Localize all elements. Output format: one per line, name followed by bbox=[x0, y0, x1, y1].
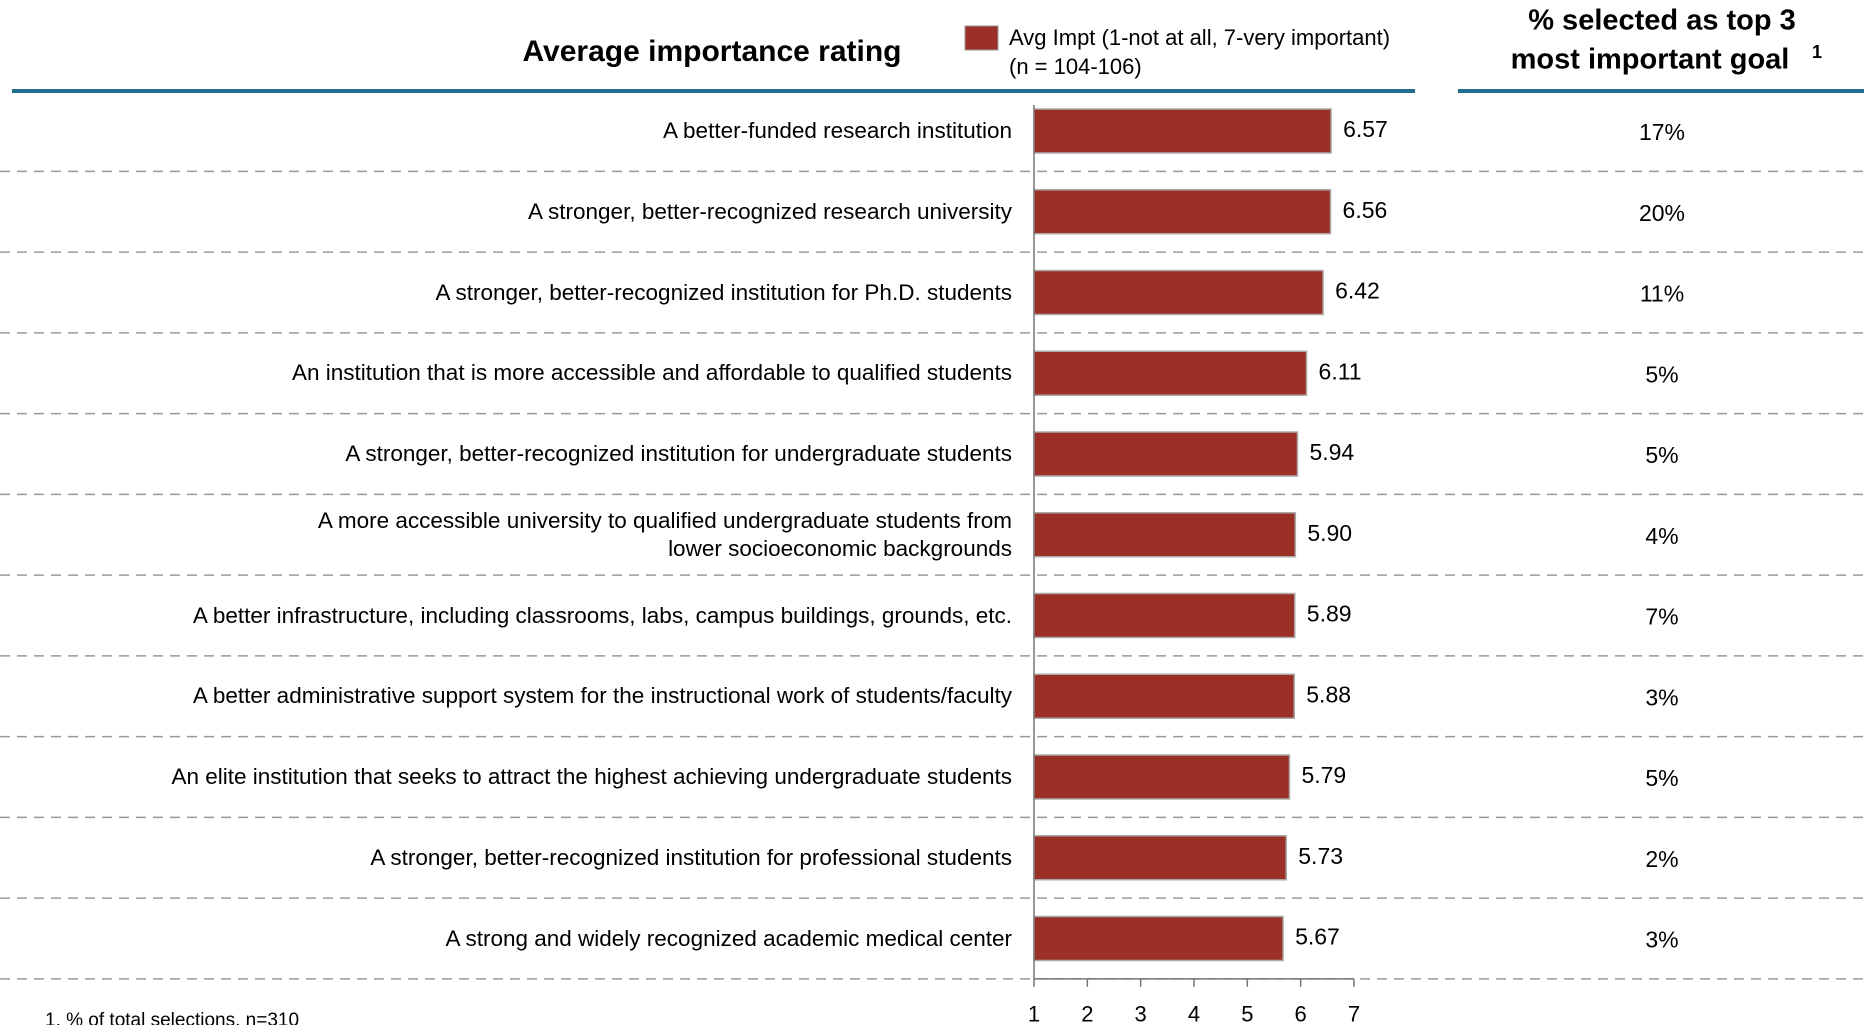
share-label: 5% bbox=[1645, 765, 1678, 791]
value-label: 5.67 bbox=[1295, 924, 1340, 950]
x-tick-label: 7 bbox=[1348, 1002, 1360, 1025]
share-label: 3% bbox=[1645, 927, 1678, 953]
share-label: 7% bbox=[1645, 604, 1678, 630]
category-label: A better infrastructure, including class… bbox=[192, 602, 1012, 628]
share-label: 5% bbox=[1645, 442, 1678, 468]
footnote: 1. % of total selections, n=310 bbox=[45, 1010, 299, 1025]
value-label: 6.11 bbox=[1319, 358, 1362, 384]
category-label: A more accessible university to qualifie… bbox=[317, 507, 1012, 561]
category-label: A strong and widely recognized academic … bbox=[445, 925, 1012, 951]
category-label: A stronger, better-recognized institutio… bbox=[345, 441, 1012, 466]
value-label: 5.73 bbox=[1298, 843, 1343, 869]
x-tick-label: 4 bbox=[1188, 1002, 1200, 1025]
value-label: 5.94 bbox=[1309, 439, 1354, 465]
bar bbox=[1033, 915, 1284, 962]
value-label: 6.57 bbox=[1343, 116, 1388, 142]
x-tick-label: 5 bbox=[1241, 1002, 1253, 1025]
x-tick-label: 1 bbox=[1028, 1002, 1040, 1025]
share-label: 11% bbox=[1640, 281, 1684, 307]
bar bbox=[1033, 754, 1291, 800]
value-label: 5.79 bbox=[1301, 762, 1346, 788]
x-tick-label: 6 bbox=[1295, 1002, 1307, 1025]
column-title: most important goal bbox=[1511, 44, 1790, 76]
legend-swatch bbox=[964, 25, 999, 51]
bar bbox=[1033, 512, 1297, 558]
value-label: 6.42 bbox=[1335, 278, 1380, 304]
value-label: 5.90 bbox=[1307, 520, 1352, 546]
column-title: % selected as top 3 bbox=[1528, 5, 1796, 37]
share-label: 20% bbox=[1639, 200, 1685, 226]
bar bbox=[1033, 673, 1296, 719]
share-label: 4% bbox=[1645, 523, 1678, 549]
category-label: An institution that is more accessible a… bbox=[291, 360, 1012, 386]
legend-label: Avg Impt (1-not at all, 7-very important… bbox=[1009, 25, 1390, 50]
share-label: 3% bbox=[1645, 684, 1678, 710]
bar bbox=[1033, 835, 1288, 881]
share-label: 17% bbox=[1639, 119, 1685, 145]
category-label: A better administrative support system f… bbox=[192, 683, 1012, 709]
value-label: 6.56 bbox=[1343, 197, 1388, 223]
share-label: 2% bbox=[1645, 846, 1678, 872]
share-label: 5% bbox=[1645, 361, 1678, 387]
chart-title: Average importance rating bbox=[523, 35, 902, 68]
value-label: 5.88 bbox=[1306, 681, 1351, 707]
category-label: An elite institution that seeks to attra… bbox=[171, 764, 1012, 789]
bar bbox=[1033, 592, 1296, 639]
bar bbox=[1033, 189, 1332, 235]
bar bbox=[1033, 431, 1299, 477]
bar bbox=[1033, 269, 1324, 316]
x-tick-label: 3 bbox=[1135, 1002, 1147, 1025]
bar bbox=[1033, 108, 1332, 154]
x-tick-label: 2 bbox=[1081, 1002, 1093, 1025]
category-label: A stronger, better-recognized institutio… bbox=[435, 279, 1012, 305]
footnote-marker: 1 bbox=[1812, 42, 1822, 62]
value-label: 5.89 bbox=[1307, 601, 1352, 627]
bar bbox=[1033, 350, 1308, 396]
legend-note: (n = 104-106) bbox=[1009, 54, 1142, 79]
category-label: A stronger, better-recognized institutio… bbox=[370, 844, 1012, 870]
category-label: A better-funded research institution bbox=[663, 118, 1012, 143]
category-label: A stronger, better-recognized research u… bbox=[528, 198, 1012, 224]
